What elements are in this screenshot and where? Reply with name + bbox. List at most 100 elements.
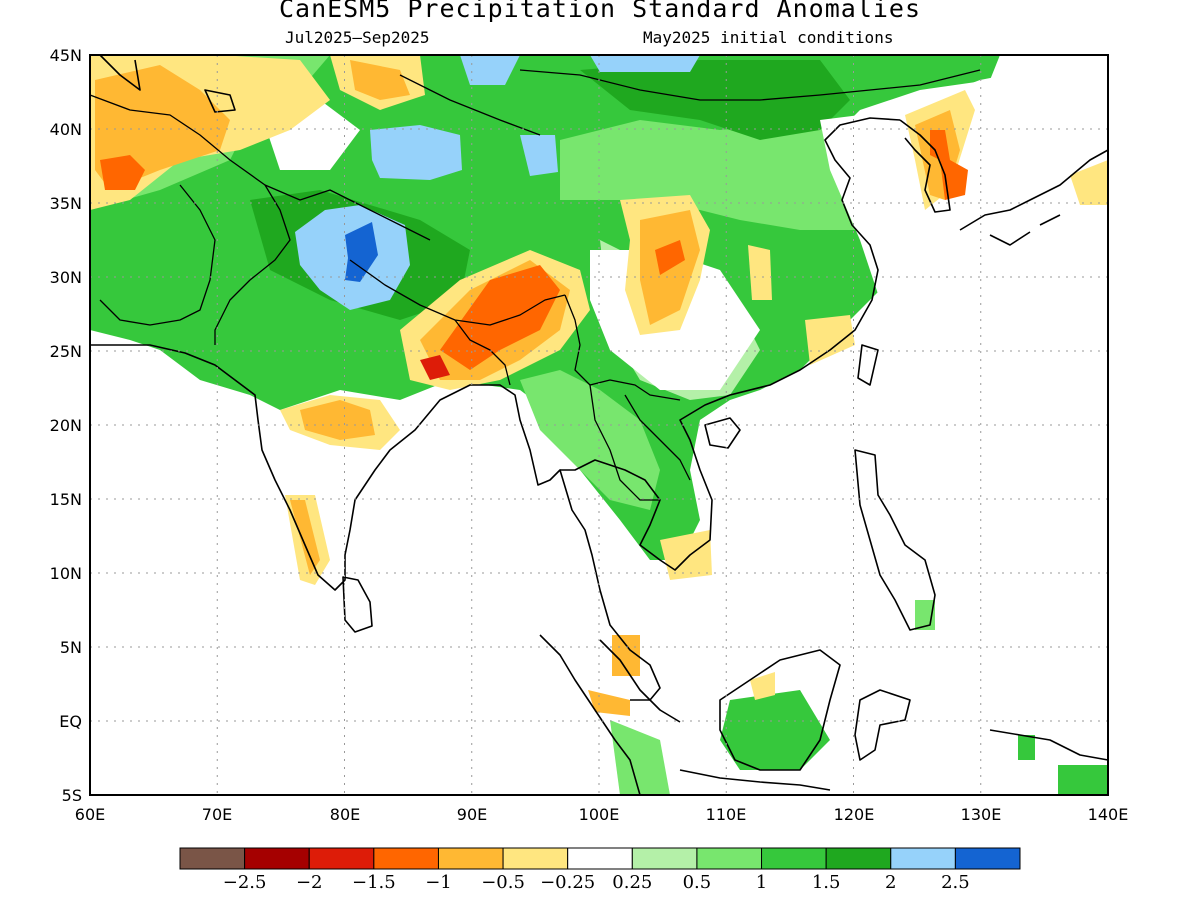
map-frame <box>89 54 1109 796</box>
anomaly-negative-region <box>612 635 640 676</box>
border <box>624 394 691 481</box>
forecast-period: Jul2025–Sep2025 <box>285 28 430 47</box>
anomaly-negative-region <box>100 155 145 190</box>
lon-tick-label: 110E <box>706 805 747 824</box>
coastline-sri-lanka <box>342 576 373 633</box>
coastline-caspian <box>99 54 141 91</box>
colorbar-label: 0.25 <box>612 872 652 893</box>
border <box>519 69 981 101</box>
anomaly-negative-region <box>805 315 855 365</box>
colorbar: −2.5 −2 −1.5 −1 −0.5 −0.25 0.25 0.5 1 1.5 2 2.5 <box>179 847 1021 893</box>
colorbar-label: 2.5 <box>941 872 970 893</box>
coastline-borneo <box>719 649 841 771</box>
colorbar-swatch <box>696 847 763 870</box>
lon-tick-label: 100E <box>579 805 620 824</box>
anomaly-positive-extreme-region <box>370 125 462 180</box>
lon-tick-label: 60E <box>75 805 105 824</box>
lon-tick-label: 70E <box>202 805 232 824</box>
map-title: CanESM5 Precipitation Standard Anomalies <box>278 0 922 23</box>
latitude-ticks: 45N 40N 35N 30N 25N 20N 15N 10N 5N EQ 5S <box>50 46 82 805</box>
colorbar-swatch <box>373 847 439 870</box>
colorbar-swatch <box>825 847 892 870</box>
colorbar-swatch <box>437 847 504 870</box>
colorbar-label: −2 <box>296 872 323 893</box>
colorbar-label: 1.5 <box>812 872 841 893</box>
coastline-taiwan <box>857 344 879 386</box>
border <box>214 184 291 345</box>
anomaly-negative-region <box>655 240 685 275</box>
colorbar-swatch <box>179 847 246 870</box>
border <box>349 259 566 326</box>
colorbar-swatch <box>567 847 633 870</box>
anomaly-positive-extreme-region <box>345 222 378 282</box>
anomaly-positive-light-region <box>560 120 860 230</box>
country-borders <box>89 69 981 501</box>
anomaly-positive-extreme-region <box>520 135 558 176</box>
lat-tick-label: EQ <box>59 712 82 731</box>
lat-tick-label: 30N <box>50 268 82 287</box>
anomaly-negative-region <box>420 355 450 380</box>
anomaly-positive-region <box>1058 765 1108 795</box>
coastline-malay-sumatra <box>539 634 681 796</box>
anomaly-negative-region <box>588 690 630 716</box>
colorbar-label: 1 <box>756 872 767 893</box>
anomaly-negative-region <box>300 400 375 440</box>
lat-tick-label: 35N <box>50 194 82 213</box>
anomaly-positive-extreme-region <box>590 55 700 72</box>
anomaly-negative-region <box>750 672 775 700</box>
lat-tick-label: 5N <box>60 638 82 657</box>
coastline-aral <box>204 89 236 113</box>
border <box>399 74 541 136</box>
lat-tick-label: 15N <box>50 490 82 509</box>
coastline-hainan <box>704 417 741 449</box>
anomaly-positive-light-region <box>610 720 670 795</box>
anomaly-negative-region <box>290 500 320 575</box>
lat-tick-label: 45N <box>50 46 82 65</box>
coastline-sulawesi <box>854 689 911 761</box>
colorbar-label: −0.25 <box>540 872 595 893</box>
colorbar-swatch <box>502 847 569 870</box>
coastline-philippines <box>854 449 936 631</box>
lon-tick-label: 120E <box>834 805 875 824</box>
lon-tick-label: 130E <box>961 805 1002 824</box>
anomaly-positive-extreme-region <box>460 55 520 85</box>
border <box>454 319 511 386</box>
border <box>589 384 660 501</box>
anomaly-positive-region <box>1018 735 1035 760</box>
lon-tick-label: 80E <box>330 805 360 824</box>
anomaly-negative-region <box>660 530 712 580</box>
lon-tick-label: 140E <box>1088 805 1129 824</box>
colorbar-label: −2.5 <box>223 872 267 893</box>
anomaly-positive-light-region <box>520 370 660 510</box>
border <box>99 184 216 326</box>
colorbar-label: −0.5 <box>481 872 525 893</box>
anomaly-positive-region <box>720 690 830 770</box>
colorbar-swatch <box>761 847 827 870</box>
coastline-java <box>679 769 831 791</box>
coastline-indochina <box>560 117 901 571</box>
lat-tick-label: 20N <box>50 416 82 435</box>
coastline-japan <box>959 149 1109 246</box>
anomaly-negative-region <box>748 245 772 300</box>
colorbar-label: 2 <box>885 872 896 893</box>
coastline-new-guinea <box>989 729 1109 761</box>
grid-lines <box>90 55 1108 795</box>
initial-conditions: May2025 initial conditions <box>643 28 894 47</box>
colorbar-swatch <box>308 847 375 870</box>
colorbar-swatch <box>244 847 310 870</box>
anomaly-negative-region <box>930 130 968 200</box>
colorbar-label: −1 <box>425 872 452 893</box>
anomaly-negative-region <box>440 265 560 370</box>
anomaly-negative-region <box>1070 160 1108 205</box>
lat-tick-label: 5S <box>62 786 82 805</box>
lon-tick-label: 90E <box>457 805 487 824</box>
colorbar-swatch <box>631 847 698 870</box>
longitude-ticks: 60E 70E 80E 90E 100E 110E 120E 130E 140E <box>75 805 1129 824</box>
lat-tick-label: 10N <box>50 564 82 583</box>
colorbar-swatch <box>954 847 1021 870</box>
colorbar-swatch <box>890 847 956 870</box>
lat-tick-label: 40N <box>50 120 82 139</box>
coastlines <box>90 54 1109 796</box>
lat-tick-label: 25N <box>50 342 82 361</box>
